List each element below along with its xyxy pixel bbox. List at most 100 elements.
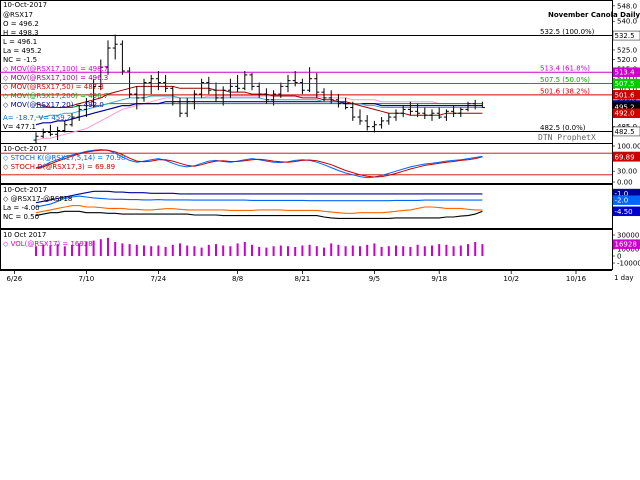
price-y-tick-label: 548.0: [617, 2, 637, 10]
x-axis: 6/26 7/10 7/24 8/8 8/21 9/5 9/18 10/2 10/16 1 da…: [0, 270, 634, 283]
fib-level-label: 532.5 (100.0%): [540, 28, 595, 36]
spread-panel-border: [0, 184, 613, 229]
price-bar: [386, 113, 392, 125]
volume-bar: [63, 246, 66, 256]
stochastic-series-line: [35, 149, 483, 178]
price-badge-text: 495.2: [615, 104, 635, 112]
price-bar: [256, 82, 262, 98]
x-axis-ticks: 6/26 7/10 7/24 8/8 8/21 9/5 9/18 10/2 10/16: [7, 270, 587, 283]
volume-bar: [71, 244, 73, 256]
volume-bar: [236, 243, 239, 256]
fib-level-label: 513.4 (61.8%): [540, 65, 590, 73]
volume-bar: [78, 243, 81, 256]
price-bar: [242, 71, 248, 91]
info-line-2: V= 477.1: [3, 123, 36, 131]
spread-legend-item: NC = 0.50: [3, 213, 39, 221]
price-bar: [292, 71, 298, 87]
volume-bar: [459, 245, 462, 256]
price-bar: [328, 90, 334, 104]
spread-panel: -1.0-2.0 -4.50 10-Oct-2017 ◇ @RSX17-@RSF1…: [0, 184, 640, 229]
volume-bar: [150, 246, 153, 256]
spread-legend-item: ◇ @RSX17-@RSF18: [3, 195, 72, 203]
chart-title: November Canola Daily: [548, 11, 640, 19]
volume-bar: [387, 246, 390, 256]
price-bar: [119, 40, 125, 75]
high-label: H = 498.3: [3, 29, 39, 37]
ma-line-green: [36, 103, 483, 108]
price-bar: [249, 72, 255, 91]
volume-bar: [251, 244, 253, 256]
volume-bar: [243, 242, 246, 256]
volume-bar: [301, 245, 304, 256]
spread-value-badges: -1.0-2.0 -4.50: [612, 188, 640, 217]
volume-badge-bg: [612, 239, 640, 249]
price-badge-bg: [612, 108, 640, 118]
volume-legend-item: ◇ VOL(@RSX17) = 16928: [3, 240, 93, 248]
stochastic-y-tick-label: 0.00: [617, 179, 633, 187]
price-bar: [199, 78, 205, 98]
volume-badge-text: 16928: [615, 241, 637, 249]
price-bar: [177, 97, 183, 118]
volume-bar: [279, 245, 282, 256]
price-bar: [40, 128, 46, 139]
price-bar: [83, 97, 89, 118]
fib-level-lines: 532.5 (100.0%) 513.4 (61.8%) 507.5 (50.0%)…: [0, 28, 612, 132]
spread-date-label: 10-Oct-2017: [3, 186, 47, 194]
watermark: DTN ProphetX: [538, 133, 596, 142]
volume-bar: [416, 244, 419, 256]
volume-bar: [135, 244, 138, 256]
spread-badge-bg: [612, 195, 640, 205]
x-axis-label: 9/18: [431, 275, 447, 283]
volume-bar: [229, 246, 232, 256]
stochastic-legend: ◇ STOCH K(@RSX17,5,14) = 70.98◇ STOCH D(…: [3, 154, 125, 171]
volume-bar: [272, 246, 275, 256]
volume-bar: [452, 246, 455, 256]
price-bar: [350, 101, 356, 121]
volume-legend: ◇ VOL(@RSX17) = 16928: [3, 240, 93, 248]
volume-bar: [92, 240, 95, 256]
spread-series-line: [35, 195, 483, 208]
spread-lines: [35, 190, 483, 219]
moving-average-legend-item: ◇ MOV(@RSX17,20) = 492.0: [3, 101, 104, 109]
price-bar: [479, 101, 485, 108]
moving-average-legend-item: ◇ MOV(@RSX17,100) = 498.7: [3, 65, 108, 73]
volume-bar: [193, 246, 196, 256]
volume-bar: [366, 244, 369, 256]
x-axis-label: 7/24: [151, 275, 167, 283]
ma-line-blue: [36, 95, 483, 118]
volume-bar: [179, 243, 181, 256]
price-bar: [191, 90, 197, 110]
price-bar: [47, 124, 53, 137]
price-bar: [69, 113, 75, 127]
fib-level-label: 507.5 (50.0%): [540, 76, 590, 84]
price-bar: [357, 109, 363, 125]
volume-bar: [344, 246, 347, 256]
price-badge-text: 513.4: [615, 69, 636, 77]
spread-series-line: [35, 205, 483, 214]
price-bar: [134, 86, 140, 110]
volume-y-label: 30000: [617, 232, 639, 240]
price-bar: [112, 34, 118, 60]
price-bar: [314, 72, 320, 98]
volume-bar: [402, 246, 405, 256]
price-y-tick-label: 525.0: [617, 46, 637, 54]
volume-bar: [42, 244, 45, 256]
fib-level-label: 482.5 (0.0%): [540, 124, 586, 132]
price-badge-text: 532.5: [615, 32, 635, 40]
volume-bar: [128, 244, 131, 256]
price-bar: [271, 90, 277, 106]
price-badge-bg: [612, 78, 640, 89]
volume-panel: 3000020000100000-10000 16928 10 Oct 2017…: [0, 229, 640, 270]
price-candles: [33, 34, 485, 144]
volume-bar: [438, 244, 441, 256]
spread-series-line: [35, 210, 483, 219]
low-label: L = 496.1: [3, 38, 37, 46]
x-axis-label: 10/2: [503, 275, 519, 283]
price-bar: [55, 126, 61, 141]
volume-bar: [222, 245, 225, 256]
volume-bar: [56, 244, 59, 256]
moving-average-legend-item: ◇ MOV(@RSX17,50) = 487.3: [3, 83, 104, 91]
x-axis-label: 9/5: [369, 275, 380, 283]
volume-bar: [107, 237, 109, 256]
